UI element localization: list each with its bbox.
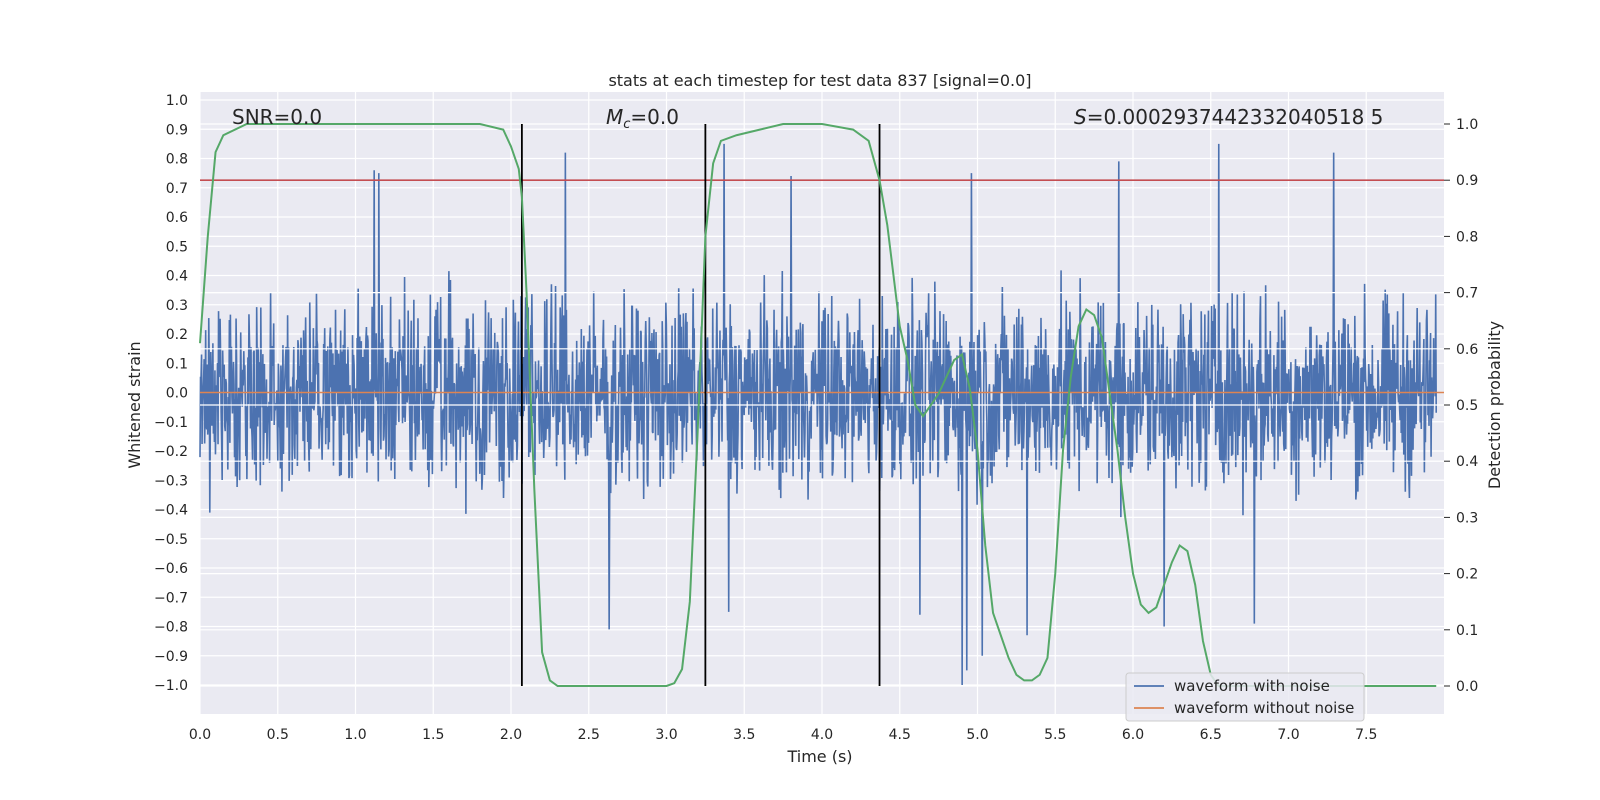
y-tick-label: −0.2 [154, 444, 188, 460]
legend-label-clean: waveform without noise [1174, 699, 1354, 717]
y-tick-label: −0.9 [154, 649, 188, 665]
x-tick-label: 0.5 [267, 727, 289, 743]
y-tick-label: 0.8 [166, 152, 188, 168]
y2-tick-label: 1.0 [1456, 117, 1478, 133]
y2-tick-label: 0.3 [1456, 510, 1478, 526]
mc-subscript: c [623, 117, 630, 132]
noise-waveform [199, 143, 1438, 686]
y-tick-label: 1.0 [166, 93, 188, 109]
legend-box [1125, 672, 1365, 722]
y2-tick-label: 0.6 [1456, 342, 1478, 358]
y-tick-label: −0.8 [154, 620, 188, 636]
y-axis-right: 0.0 0.1 0.2 0.3 0.4 0.5 0.6 0.7 0.8 0.9 1.0 [1444, 117, 1478, 695]
x-tick-label: 4.5 [889, 727, 911, 743]
x-tick-label: 7.5 [1355, 727, 1377, 743]
y-tick-label: −0.7 [154, 590, 188, 606]
y-tick-label: −0.3 [154, 473, 188, 489]
detection-probability-line [199, 123, 1437, 687]
y-tick-label: 0.3 [166, 298, 188, 314]
overlays [199, 123, 1444, 687]
y-tick-label: 0.6 [166, 210, 188, 226]
x-tick-label: 1.0 [344, 727, 366, 743]
legend: waveform with noise waveform without noi… [1125, 672, 1365, 722]
noise-waveform-line [199, 143, 1438, 686]
y-tick-label: 0.5 [166, 239, 188, 255]
y-tick-label: −0.5 [154, 532, 188, 548]
y2-tick-label: 0.5 [1456, 398, 1478, 414]
y-tick-label: 0.2 [166, 327, 188, 343]
x-tick-label: 0.0 [189, 727, 211, 743]
y2-tick-label: 0.2 [1456, 567, 1478, 583]
s-value: =0.0002937442332040518 5 [1087, 105, 1384, 129]
x-tick-label: 3.5 [733, 727, 755, 743]
x-tick-label: 5.0 [966, 727, 988, 743]
chart-title: stats at each timestep for test data 837… [608, 71, 1031, 90]
legend-label-noise: waveform with noise [1174, 677, 1330, 695]
x-tick-label: 2.0 [500, 727, 522, 743]
x-tick-label: 6.0 [1122, 727, 1144, 743]
y-tick-label: 0.1 [166, 356, 188, 372]
x-tick-label: 5.5 [1044, 727, 1066, 743]
y-tick-label: −0.6 [154, 561, 188, 577]
mc-symbol: M [606, 105, 623, 129]
y2-tick-label: 0.0 [1456, 679, 1478, 695]
y2-tick-label: 0.9 [1456, 173, 1478, 189]
y-tick-label: 0.0 [166, 386, 188, 402]
y-tick-label: −0.1 [154, 415, 188, 431]
y-tick-label: 0.9 [166, 122, 188, 138]
y2-tick-label: 0.1 [1456, 623, 1478, 639]
y2-tick-label: 0.7 [1456, 286, 1478, 302]
s-symbol: S [1074, 105, 1087, 129]
y-tick-label: −0.4 [154, 503, 188, 519]
s-annotation: S=0.0002937442332040518 5 [1074, 105, 1383, 129]
y-axis-label: Whitened strain [125, 341, 144, 468]
x-tick-label: 6.5 [1200, 727, 1222, 743]
y2-tick-label: 0.8 [1456, 229, 1478, 245]
y-tick-label: 0.4 [166, 269, 188, 285]
y-tick-label: 0.7 [166, 181, 188, 197]
y2-axis-label: Detection probability [1485, 321, 1504, 489]
x-tick-label: 2.5 [578, 727, 600, 743]
x-axis-label: Time (s) [786, 747, 852, 766]
x-tick-label: 1.5 [422, 727, 444, 743]
x-axis: 0.0 0.5 1.0 1.5 2.0 2.5 3.0 3.5 4.0 4.5 5.0 5.5 6.0 6… [189, 727, 1378, 743]
y-axis-left: −1.0 −0.9 −0.8 −0.7 −0.6 −0.5 −0.4 −0.3 −0.2 −0.1… [154, 93, 188, 694]
x-tick-label: 3.0 [655, 727, 677, 743]
mc-annotation: Mc=0.0 [606, 105, 679, 132]
x-tick-label: 7.0 [1277, 727, 1299, 743]
y2-tick-label: 0.4 [1456, 454, 1478, 470]
mc-value: =0.0 [630, 105, 679, 129]
snr-annotation: SNR=0.0 [232, 105, 322, 129]
x-tick-label: 4.0 [811, 727, 833, 743]
y-tick-label: −1.0 [154, 678, 188, 694]
